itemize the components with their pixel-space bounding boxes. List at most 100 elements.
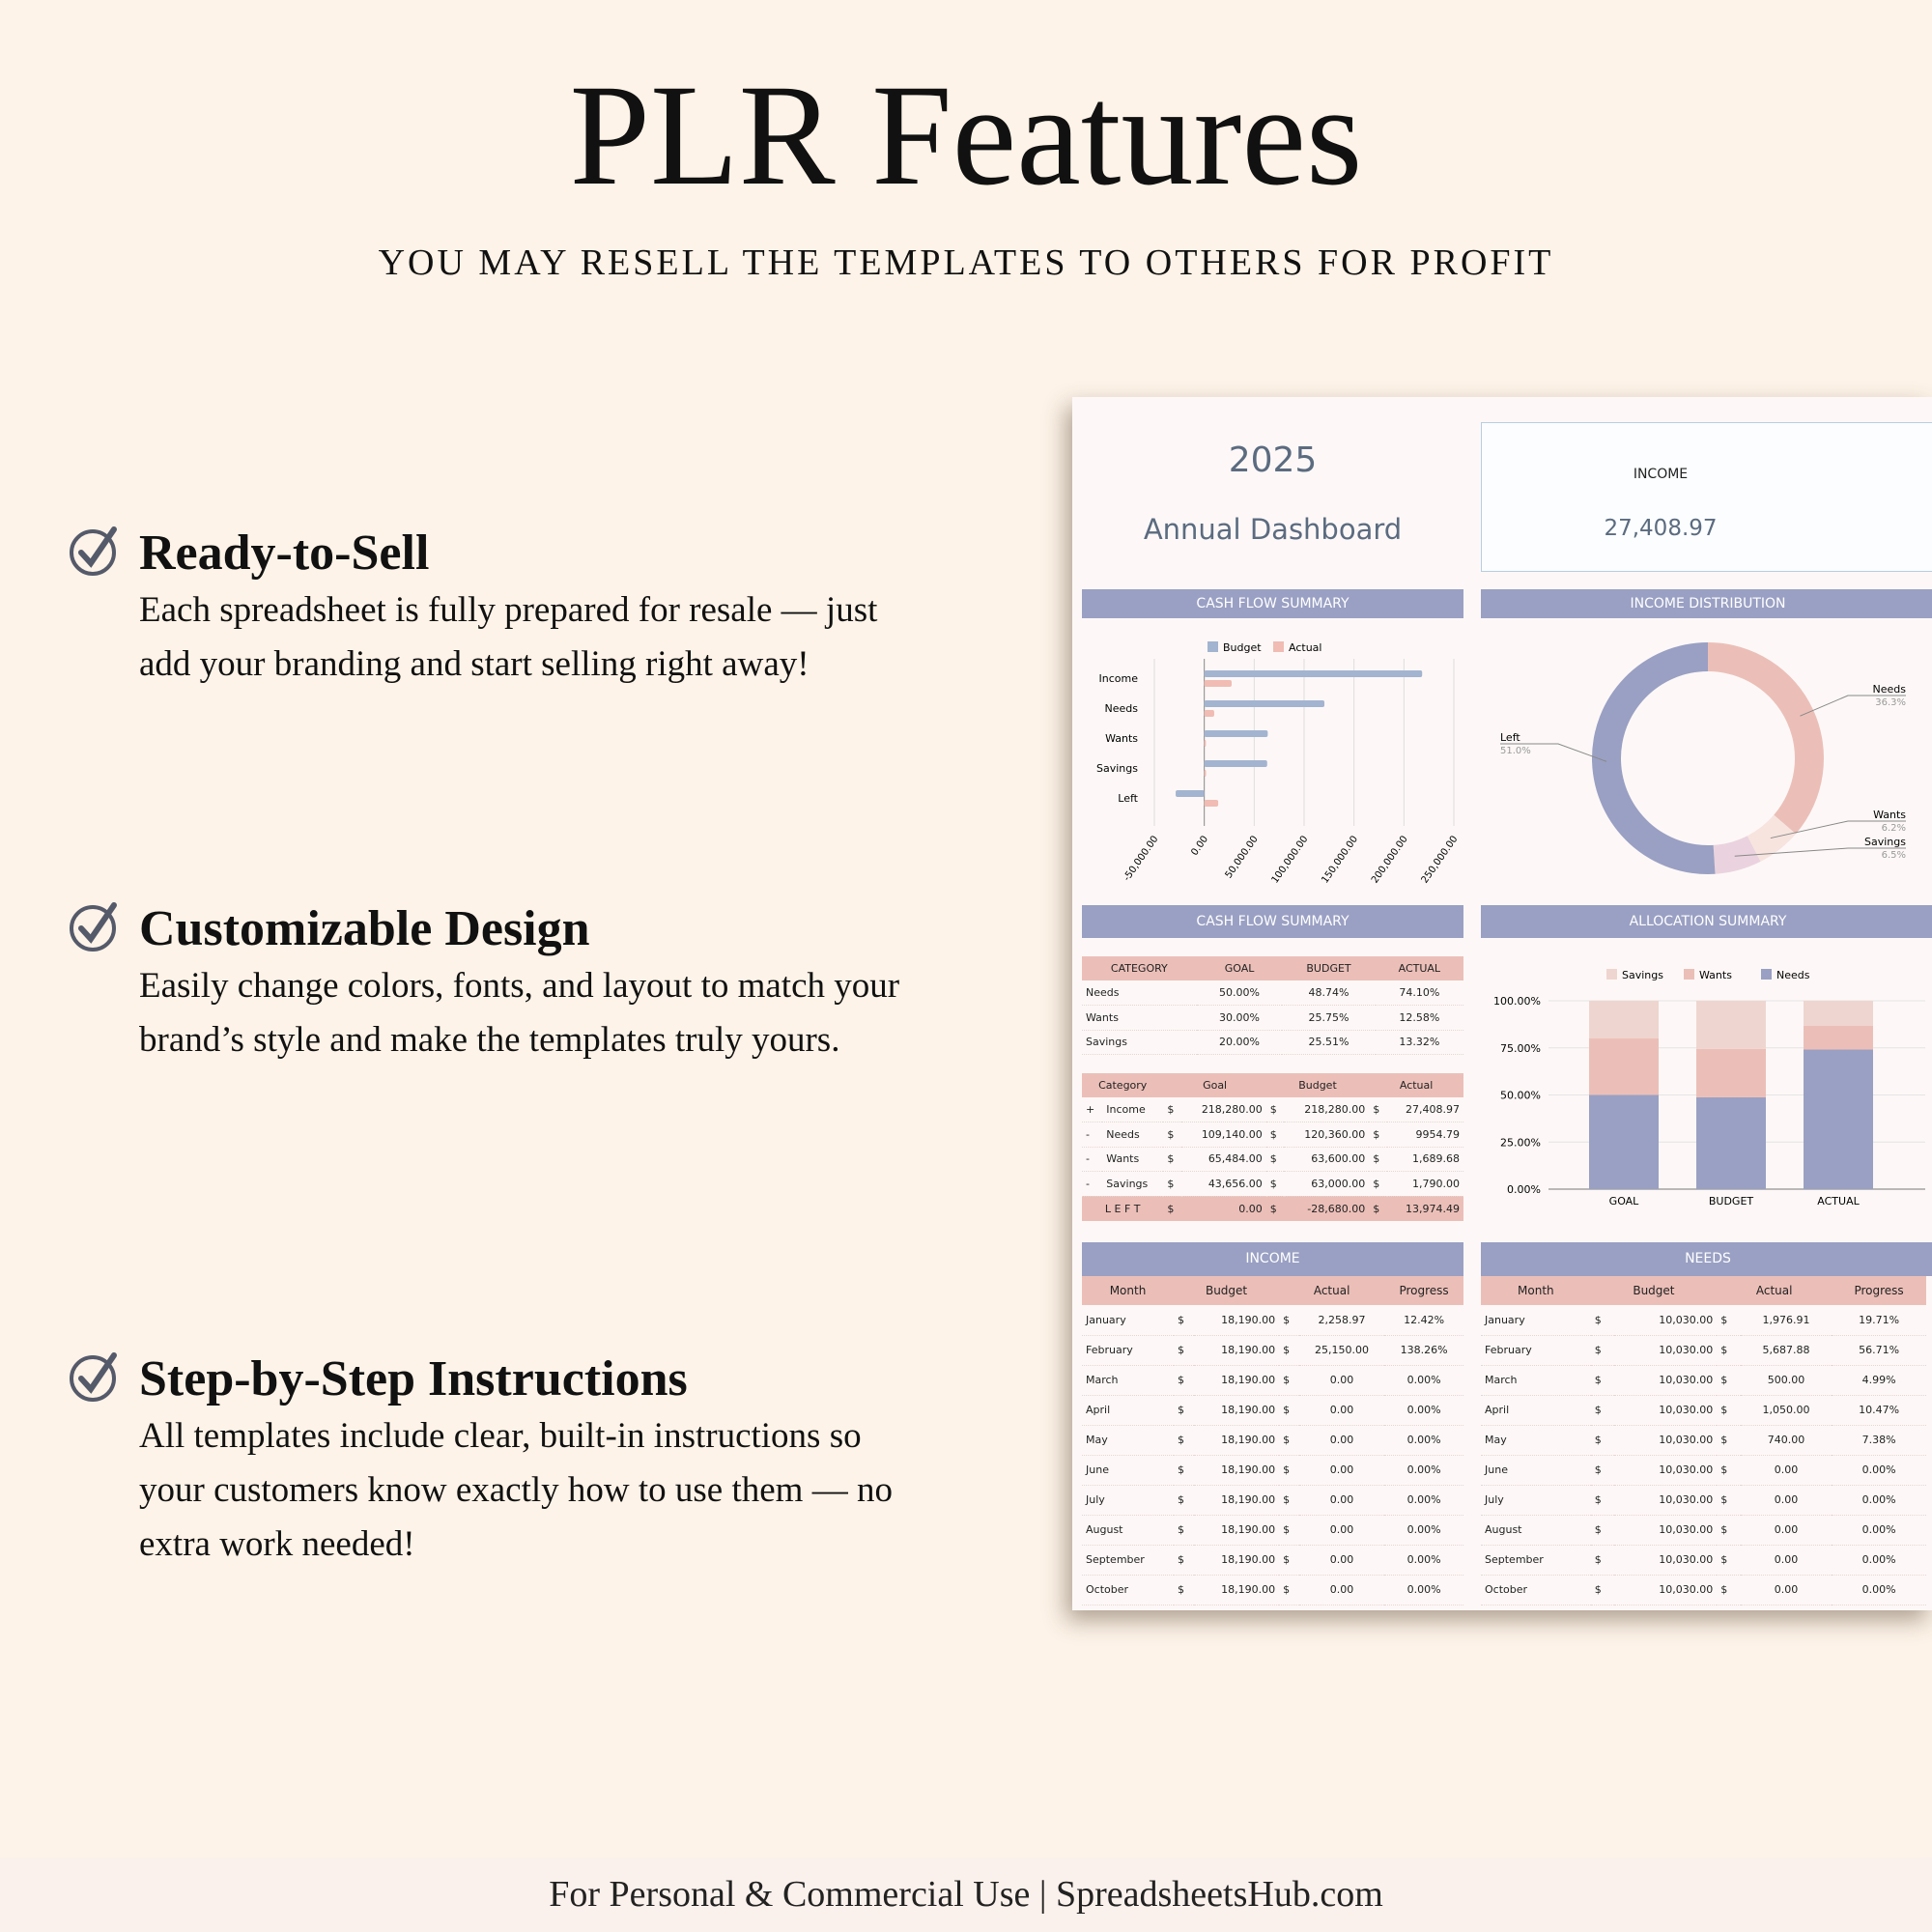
budget: 10,030.00 (1614, 1395, 1718, 1426)
y-tick-label: 0.00% (1507, 1183, 1541, 1196)
table-row: January $10,030.00 $1,976.91 19.71% (1481, 1305, 1926, 1336)
month: March (1082, 1365, 1175, 1396)
slice-percent: 51.0% (1500, 746, 1531, 756)
table-row: March $18,190.00 $0.00 0.00% (1082, 1365, 1463, 1396)
budget: 18,190.00 (1193, 1515, 1280, 1546)
currency: $ (1369, 1171, 1387, 1197)
amount: -28,680.00 (1284, 1196, 1370, 1221)
amount: 27,408.97 (1386, 1097, 1463, 1122)
income-label: INCOME (1633, 467, 1689, 482)
actual: 0.00 (1298, 1575, 1385, 1605)
dashboard-title: Annual Dashboard (1143, 513, 1403, 546)
legend-label: Savings (1622, 969, 1663, 981)
sign: + (1082, 1097, 1103, 1122)
feature-item: Ready-to-Sell Each spreadsheet is fully p… (68, 524, 937, 692)
leader-line (1500, 743, 1607, 762)
month: January (1481, 1305, 1591, 1336)
currency: $ (1717, 1395, 1741, 1426)
feature-text: All templates include clear, built-in in… (139, 1416, 893, 1564)
amount: 63,600.00 (1284, 1147, 1370, 1172)
currency: $ (1163, 1171, 1181, 1197)
progress: 0.00% (1832, 1455, 1926, 1486)
sign: - (1082, 1147, 1103, 1172)
bar-budget (1204, 760, 1267, 767)
budget: 10,030.00 (1614, 1305, 1718, 1336)
income-monthly-table: Month Budget Actual Progress January $18,190.… (1082, 1276, 1463, 1605)
currency: $ (1279, 1575, 1299, 1605)
table-cell: 48.74% (1282, 980, 1376, 1006)
table-row: October $10,030.00 $0.00 0.00% (1481, 1575, 1926, 1605)
table-row: July $18,190.00 $0.00 0.00% (1082, 1485, 1463, 1516)
currency: $ (1163, 1097, 1181, 1122)
bar-segment-needs (1589, 1094, 1659, 1189)
percent-table: CATEGORY GOAL BUDGET ACTUAL Needs 50.00% 48.74… (1082, 956, 1463, 1055)
currency: $ (1174, 1515, 1194, 1546)
column-header: Actual (1717, 1276, 1833, 1305)
bar-actual (1204, 710, 1214, 717)
currency: $ (1590, 1455, 1615, 1486)
actual: 0.00 (1740, 1575, 1833, 1605)
x-tick-label: 150,000.00 (1320, 834, 1360, 885)
actual: 0.00 (1740, 1545, 1833, 1576)
column-header: Actual (1369, 1073, 1463, 1097)
currency: $ (1369, 1147, 1387, 1172)
table-cell: 25.75% (1282, 1005, 1376, 1031)
cashflow-table-header: CASH FLOW SUMMARY (1082, 905, 1463, 938)
budget: 10,030.00 (1614, 1515, 1718, 1546)
category: Wants (1102, 1147, 1164, 1172)
actual: 1,976.91 (1740, 1305, 1833, 1336)
table-row: January $18,190.00 $2,258.97 12.42% (1082, 1305, 1463, 1336)
budget: 18,190.00 (1193, 1335, 1280, 1366)
legend-label: Budget (1223, 641, 1262, 654)
progress: 12.42% (1384, 1305, 1463, 1336)
y-category-label: Left (1118, 792, 1138, 805)
bar-segment-savings (1696, 1001, 1766, 1049)
x-tick-label: 0.00 (1189, 834, 1210, 858)
table-row: - Savings $43,656.00 $63,000.00 $1,790.00 (1082, 1171, 1463, 1197)
category: Income (1102, 1097, 1164, 1122)
amount: 218,280.00 (1284, 1097, 1370, 1122)
progress: 56.71% (1832, 1335, 1926, 1366)
income-table-header: INCOME (1082, 1242, 1463, 1276)
progress: 10.47% (1832, 1395, 1926, 1426)
income-card: INCOME 27,408.97 (1481, 422, 1932, 572)
slice-percent: 36.3% (1875, 697, 1906, 708)
feature-heading: Ready-to-Sell (139, 526, 430, 581)
currency: $ (1590, 1365, 1615, 1396)
table-cell: Savings (1082, 1030, 1197, 1055)
currency: $ (1369, 1122, 1387, 1148)
currency: $ (1279, 1335, 1299, 1366)
dashboard-year: 2025 (1228, 440, 1318, 480)
amount: 1,689.68 (1386, 1147, 1463, 1172)
column-header: CATEGORY (1082, 956, 1197, 980)
column-header: Budget (1265, 1073, 1370, 1097)
legend-swatch-needs (1761, 969, 1772, 980)
progress: 4.99% (1832, 1365, 1926, 1396)
month: October (1481, 1575, 1591, 1605)
table-cell: 12.58% (1375, 1005, 1463, 1031)
progress: 0.00% (1384, 1515, 1463, 1546)
actual: 25,150.00 (1298, 1335, 1385, 1366)
month: February (1481, 1335, 1591, 1366)
bar-segment-wants (1696, 1048, 1766, 1097)
table-row: August $10,030.00 $0.00 0.00% (1481, 1515, 1926, 1546)
progress: 19.71% (1832, 1305, 1926, 1336)
actual: 500.00 (1740, 1365, 1833, 1396)
slice-percent: 6.5% (1882, 850, 1906, 861)
amount: 218,280.00 (1180, 1097, 1266, 1122)
category: Savings (1102, 1171, 1164, 1197)
currency: $ (1590, 1335, 1615, 1366)
table-row: February $10,030.00 $5,687.88 56.71% (1481, 1335, 1926, 1366)
table-row: February $18,190.00 $25,150.00 138.26% (1082, 1335, 1463, 1366)
bar-actual (1204, 770, 1207, 777)
column-header: GOAL (1196, 956, 1283, 980)
actual: 0.00 (1298, 1515, 1385, 1546)
budget: 18,190.00 (1193, 1575, 1280, 1605)
table-cell: 50.00% (1196, 980, 1283, 1006)
currency: $ (1717, 1425, 1741, 1456)
actual: 0.00 (1740, 1515, 1833, 1546)
y-category-label: Income (1099, 672, 1139, 685)
table-row: March $10,030.00 $500.00 4.99% (1481, 1365, 1926, 1396)
progress: 0.00% (1832, 1575, 1926, 1605)
